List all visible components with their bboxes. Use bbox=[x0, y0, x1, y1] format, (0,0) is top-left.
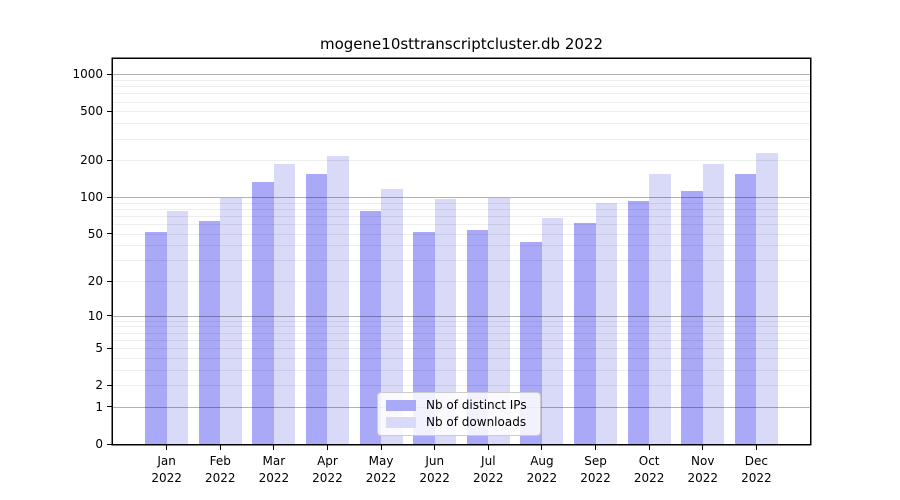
bar-downloads-jul bbox=[488, 198, 510, 444]
x-tick-label-jul: Jul 2022 bbox=[473, 454, 504, 485]
y-tick-label-2: 2 bbox=[95, 378, 103, 393]
x-tick-label-sep: Sep 2022 bbox=[580, 454, 611, 485]
bar-downloads-sep bbox=[595, 202, 617, 444]
y-tick-label-200: 200 bbox=[80, 153, 103, 168]
y-tick-label-10: 10 bbox=[87, 308, 103, 323]
bar-downloads-feb bbox=[220, 198, 242, 444]
y-tick-label-100: 100 bbox=[80, 190, 103, 205]
x-tick-label-jun: Jun 2022 bbox=[419, 454, 450, 485]
bar-distinct-ips-dec bbox=[734, 173, 757, 444]
bar-distinct-ips-feb bbox=[198, 220, 221, 444]
bar-distinct-ips-jan bbox=[145, 231, 167, 444]
x-tick-mark-feb bbox=[219, 444, 221, 450]
x-tick-mark-may bbox=[380, 444, 382, 450]
x-tick-label-feb: Feb 2022 bbox=[204, 454, 236, 485]
x-tick-label-apr: Apr 2022 bbox=[312, 454, 343, 485]
x-tick-mark-aug bbox=[541, 444, 543, 450]
x-tick-mark-mar bbox=[273, 444, 275, 450]
x-tick-mark-oct bbox=[648, 444, 650, 450]
y-tick-label-20: 20 bbox=[87, 274, 103, 289]
plot-area bbox=[113, 59, 810, 444]
y-tick-label-0: 0 bbox=[95, 437, 103, 451]
x-tick-label-jan: Jan 2022 bbox=[151, 454, 182, 485]
x-tick-mark-apr bbox=[326, 444, 328, 450]
bar-distinct-ips-apr bbox=[306, 173, 328, 444]
x-tick-mark-nov bbox=[702, 444, 704, 450]
bar-distinct-ips-mar bbox=[252, 181, 274, 444]
bar-downloads-may bbox=[381, 189, 403, 444]
bars-layer bbox=[113, 59, 810, 444]
bar-downloads-aug bbox=[541, 218, 564, 444]
bar-downloads-nov bbox=[702, 164, 725, 444]
x-tick-mark-jun bbox=[434, 444, 436, 450]
x-tick-label-oct: Oct 2022 bbox=[633, 454, 665, 485]
bar-downloads-jun bbox=[434, 199, 457, 444]
x-tick-label-mar: Mar 2022 bbox=[258, 454, 290, 485]
bar-downloads-jan bbox=[166, 210, 189, 444]
x-tick-label-aug: Aug 2022 bbox=[526, 454, 558, 485]
bar-downloads-dec bbox=[756, 153, 778, 444]
legend-label-distinct-ips: Nb of distinct IPs bbox=[426, 398, 527, 412]
legend: Nb of distinct IPs Nb of downloads bbox=[377, 392, 541, 436]
legend-row-downloads: Nb of downloads bbox=[386, 416, 532, 429]
x-tick-label-dec: Dec 2022 bbox=[741, 454, 772, 485]
x-tick-mark-jan bbox=[166, 444, 168, 450]
bar-downloads-mar bbox=[273, 164, 296, 444]
x-tick-mark-jul bbox=[487, 444, 489, 450]
y-tick-label-5: 5 bbox=[95, 341, 103, 356]
y-tick-label-1000: 1000 bbox=[72, 67, 103, 82]
x-tick-mark-dec bbox=[755, 444, 757, 450]
x-tick-label-may: May 2022 bbox=[365, 454, 397, 485]
x-tick-mark-sep bbox=[595, 444, 597, 450]
y-tick-label-50: 50 bbox=[87, 226, 103, 241]
legend-label-downloads: Nb of downloads bbox=[426, 415, 527, 429]
distinct-ips-swatch-icon bbox=[386, 400, 416, 411]
chart-title: mogene10sttranscriptcluster.db 2022 bbox=[320, 35, 603, 53]
y-tick-label-500: 500 bbox=[80, 104, 103, 119]
downloads-swatch-icon bbox=[386, 417, 416, 428]
bar-downloads-apr bbox=[327, 156, 349, 444]
x-tick-label-nov: Nov 2022 bbox=[687, 454, 719, 485]
bar-distinct-ips-sep bbox=[574, 223, 596, 444]
y-tick-label-1: 1 bbox=[95, 399, 103, 414]
bar-distinct-ips-nov bbox=[681, 191, 703, 444]
bar-downloads-oct bbox=[649, 173, 671, 444]
legend-row-distinct-ips: Nb of distinct IPs bbox=[386, 399, 532, 412]
bar-distinct-ips-jun bbox=[413, 231, 435, 444]
bar-distinct-ips-jul bbox=[466, 229, 489, 444]
bar-distinct-ips-may bbox=[359, 210, 382, 444]
bar-distinct-ips-oct bbox=[627, 200, 650, 444]
